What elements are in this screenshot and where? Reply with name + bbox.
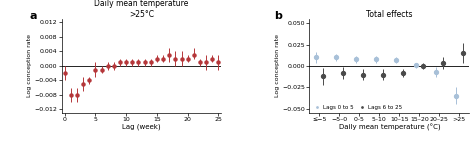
Title: Total effects: Total effects [366, 10, 412, 19]
Legend: Lags 0 to 5, Lags 6 to 25: Lags 0 to 5, Lags 6 to 25 [309, 103, 405, 112]
X-axis label: Daily mean temperature (°C): Daily mean temperature (°C) [338, 124, 440, 131]
Y-axis label: Log conception rate: Log conception rate [27, 34, 32, 97]
Text: a: a [30, 11, 37, 21]
X-axis label: Lag (week): Lag (week) [122, 124, 161, 130]
Title: Daily mean temperature
>25°C: Daily mean temperature >25°C [94, 0, 189, 19]
Text: b: b [274, 11, 282, 21]
Y-axis label: Log conception rate: Log conception rate [274, 34, 280, 97]
